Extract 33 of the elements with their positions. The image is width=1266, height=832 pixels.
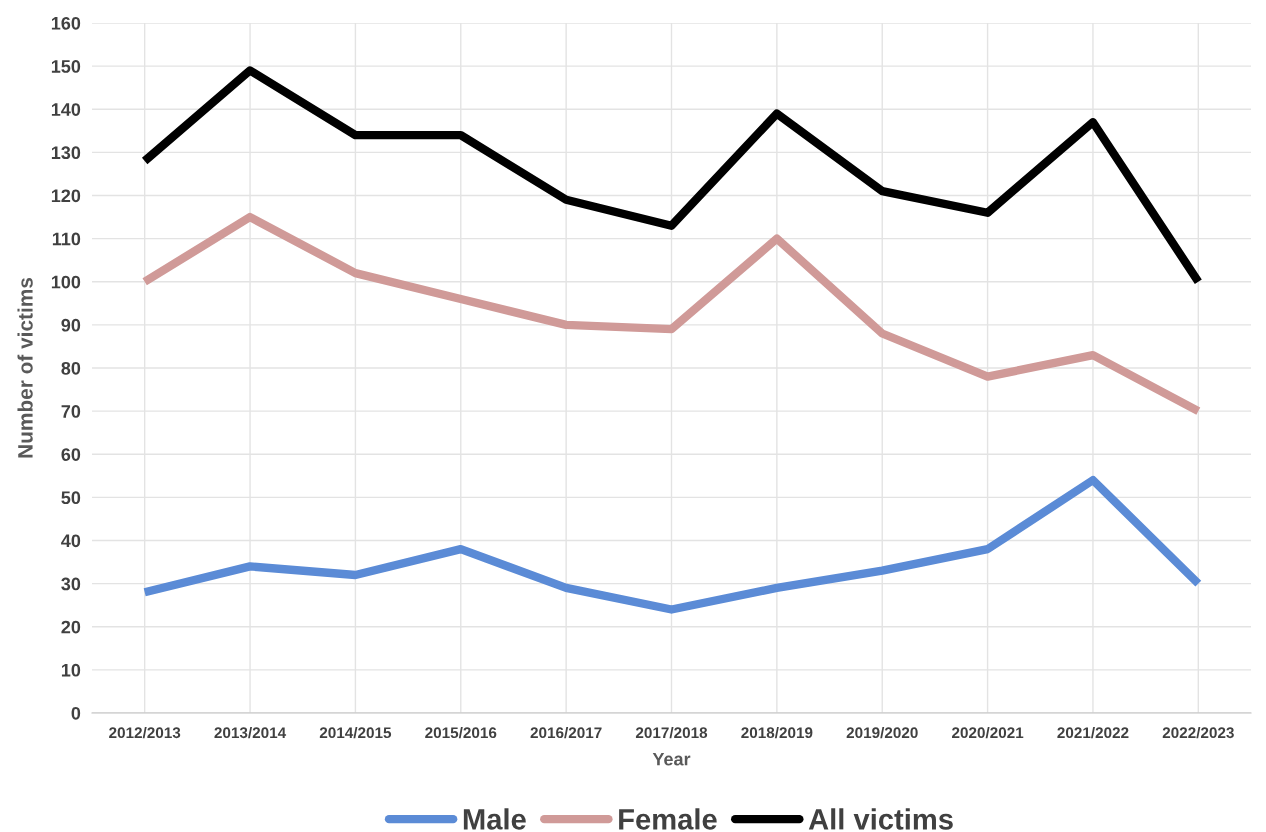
y-tick-label: 130 bbox=[51, 146, 81, 160]
x-axis-title: Year bbox=[652, 752, 691, 766]
y-tick-label: 90 bbox=[61, 318, 81, 332]
x-tick-label: 2022/2023 bbox=[1162, 726, 1234, 739]
legend-label: All victims bbox=[808, 808, 953, 830]
x-tick-label: 2015/2016 bbox=[425, 726, 497, 739]
y-tick-label: 70 bbox=[61, 405, 81, 418]
y-tick-label: 20 bbox=[61, 620, 81, 634]
x-tick-label: 2013/2014 bbox=[214, 726, 287, 739]
legend-label: Female bbox=[619, 808, 717, 830]
x-tick-label: 2019/2020 bbox=[846, 726, 918, 739]
y-tick-label: 40 bbox=[61, 534, 81, 548]
y-tick-label: 60 bbox=[61, 448, 81, 461]
y-tick-label: 140 bbox=[51, 103, 81, 116]
y-tick-label: 50 bbox=[61, 491, 81, 505]
x-tick-label: 2014/2015 bbox=[319, 726, 392, 739]
y-tick-label: 10 bbox=[61, 663, 81, 677]
y-tick-label: 110 bbox=[52, 232, 81, 246]
x-tick-label: 2012/2013 bbox=[109, 726, 181, 739]
y-axis-title: Number of victims bbox=[17, 277, 33, 458]
x-tick-label: 2018/2019 bbox=[741, 726, 813, 739]
x-tick-label: 2017/2018 bbox=[635, 726, 708, 739]
y-tick-label: 100 bbox=[51, 275, 81, 289]
y-tick-label: 150 bbox=[51, 60, 81, 73]
y-tick-label: 120 bbox=[51, 189, 81, 203]
x-tick-label: 2020/2021 bbox=[952, 726, 1024, 739]
legend-label: Male bbox=[463, 808, 526, 830]
x-tick-label: 2021/2022 bbox=[1057, 726, 1129, 739]
y-tick-label: 160 bbox=[51, 16, 81, 30]
x-tick-label: 2016/2017 bbox=[530, 726, 602, 739]
y-tick-label: 30 bbox=[61, 577, 81, 591]
y-tick-label: 80 bbox=[61, 361, 81, 375]
y-tick-label: 0 bbox=[71, 706, 81, 720]
